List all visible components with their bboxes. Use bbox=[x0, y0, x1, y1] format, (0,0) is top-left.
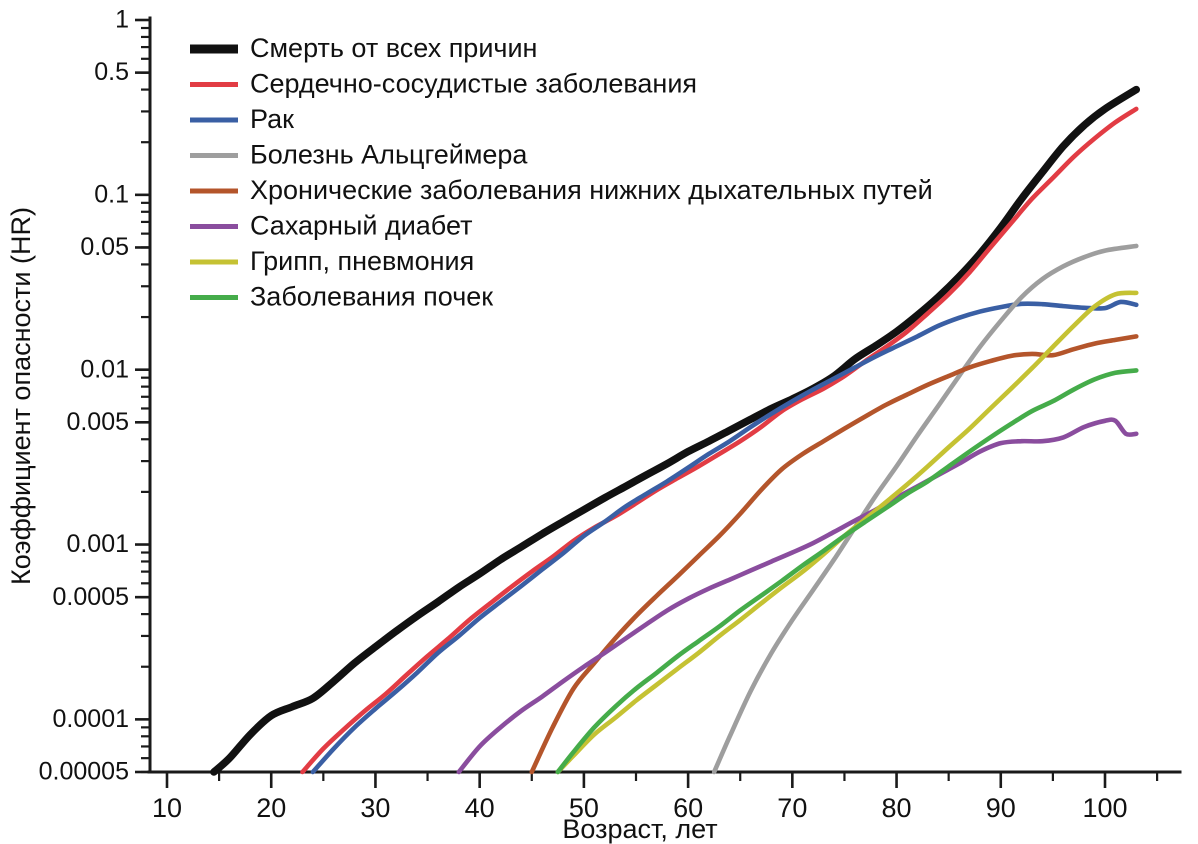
chart-legend: Смерть от всех причин Сердечно-сосудистые… bbox=[190, 33, 933, 312]
y-tick-label: 0.00005 bbox=[39, 758, 129, 786]
x-axis-title: Возраст, лет bbox=[562, 814, 717, 844]
y-axis: 1 0.5 0.1 0.05 0.01 0.005 0.001 0.0005 0.0001 0.0… bbox=[39, 6, 152, 786]
x-tick-label: 80 bbox=[882, 793, 912, 823]
y-tick-label: 0.5 bbox=[94, 58, 129, 86]
legend-label-3[interactable]: Болезнь Альцгеймера bbox=[250, 140, 528, 170]
series-line-2 bbox=[310, 299, 1139, 775]
y-tick-label: 0.001 bbox=[66, 530, 129, 558]
x-tick-label: 100 bbox=[1082, 793, 1127, 823]
y-tick-label: 0.0001 bbox=[53, 705, 129, 733]
y-tick-label: 0.05 bbox=[80, 233, 129, 261]
legend-label-5[interactable]: Сахарный диабет bbox=[250, 211, 472, 241]
legend-label-2[interactable]: Рак bbox=[250, 104, 294, 134]
x-tick-label: 60 bbox=[673, 793, 703, 823]
series-line-7 bbox=[555, 368, 1139, 775]
y-tick-label: 0.01 bbox=[80, 355, 129, 383]
y-axis-title: Коэффициент опасности (HR) bbox=[6, 207, 36, 585]
x-axis: 10 20 30 40 50 60 70 80 90 100 bbox=[147, 770, 1182, 823]
series-line-4 bbox=[529, 334, 1139, 775]
y-tick-label: 0.0005 bbox=[53, 583, 129, 611]
legend-label-4[interactable]: Хронические заболевания нижних дыхательн… bbox=[250, 175, 933, 205]
series-line-1 bbox=[300, 106, 1139, 775]
x-tick-label: 90 bbox=[986, 793, 1016, 823]
series-lines bbox=[210, 85, 1141, 776]
legend-label-0[interactable]: Смерть от всех причин bbox=[250, 33, 537, 63]
x-tick-label: 10 bbox=[152, 793, 182, 823]
x-tick-label: 50 bbox=[569, 793, 599, 823]
x-tick-label: 40 bbox=[465, 793, 495, 823]
x-tick-label: 30 bbox=[360, 793, 390, 823]
y-tick-label: 1 bbox=[115, 6, 129, 34]
series-line-0 bbox=[210, 85, 1141, 776]
series-line-5 bbox=[456, 417, 1139, 775]
legend-label-1[interactable]: Сердечно-сосудистые заболевания bbox=[250, 69, 697, 99]
x-tick-label: 20 bbox=[256, 793, 286, 823]
y-tick-label: 0.1 bbox=[94, 180, 129, 208]
series-line-3 bbox=[711, 243, 1139, 775]
legend-label-6[interactable]: Грипп, пневмония bbox=[250, 246, 474, 276]
x-tick-label: 70 bbox=[777, 793, 807, 823]
y-tick-label: 0.005 bbox=[66, 408, 129, 436]
legend-label-7[interactable]: Заболевания почек bbox=[250, 282, 493, 312]
